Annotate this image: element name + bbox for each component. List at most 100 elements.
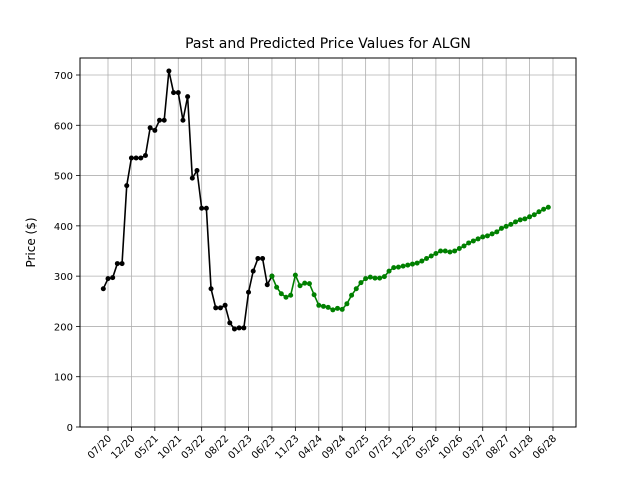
x-tick-label: 10/26 (437, 433, 465, 461)
series-1-point (339, 306, 345, 312)
x-tick-label: 12/25 (390, 433, 418, 461)
y-tick-label: 0 (67, 423, 73, 434)
series-1-point (269, 273, 275, 279)
x-tick-label: 10/21 (156, 433, 184, 461)
x-tick-label: 11/23 (273, 433, 301, 461)
series-1-point (545, 204, 551, 210)
series-1-point (377, 275, 383, 281)
series-1-point (353, 286, 359, 292)
series-1-point (363, 276, 369, 282)
series-1-point (274, 284, 280, 290)
series-1-point (424, 256, 430, 262)
series-1-point (433, 251, 439, 257)
series-1-point (306, 281, 312, 287)
series-0-point (264, 282, 270, 288)
x-tick-label: 06/23 (250, 433, 278, 461)
series-1-point (316, 302, 322, 308)
series-0-point (142, 152, 148, 158)
series-1-point (320, 303, 326, 309)
series-1-point (470, 238, 476, 244)
series-1-point (400, 263, 406, 269)
series-0-point (175, 90, 181, 96)
series-1-point (335, 305, 341, 311)
series-1-point (358, 280, 364, 286)
series-0-point (166, 68, 172, 74)
series-1-point (447, 249, 453, 255)
series-0-point (133, 155, 139, 161)
x-tick-label: 03/22 (180, 433, 208, 461)
series-0-point (189, 175, 195, 181)
series-1-point (311, 292, 317, 298)
series-1-point (494, 229, 500, 235)
x-tick-label: 04/24 (297, 433, 325, 461)
series-1-point (367, 274, 373, 280)
series-1-point (288, 292, 294, 298)
series-1-point (438, 248, 444, 254)
series-1-point (292, 272, 298, 278)
series-0-point (100, 286, 106, 292)
y-tick-label: 400 (54, 222, 73, 233)
y-axis-label: Price ($) (24, 217, 38, 267)
series-1-point (498, 225, 504, 231)
x-tick-label: 09/24 (320, 433, 348, 461)
series-1-point (405, 262, 411, 268)
series-1-point (391, 265, 397, 271)
series-1-point (517, 217, 523, 223)
series-1-point (527, 214, 533, 220)
series-1-point (395, 264, 401, 270)
x-tick-label: 02/25 (344, 433, 372, 461)
series-1-point (541, 206, 547, 212)
series-0-point (246, 289, 252, 295)
series-0-point (213, 305, 219, 311)
series-1-point (452, 248, 458, 254)
plot-frame (79, 57, 577, 428)
series-0-point (227, 320, 233, 326)
series-1-point (461, 243, 467, 249)
series-0-point (199, 205, 205, 211)
series-1-point (522, 216, 528, 222)
x-axis: 07/2012/2005/2110/2103/2208/2201/2306/23… (86, 427, 559, 462)
series-1-point (456, 245, 462, 251)
series-1-point (297, 283, 303, 289)
series-1-point (513, 219, 519, 225)
series-1-point (372, 275, 378, 281)
series-0-point (147, 125, 153, 131)
series-line-0 (102, 70, 273, 330)
series-0-point (138, 155, 144, 161)
y-tick-label: 100 (54, 373, 73, 384)
x-tick-label: 12/20 (109, 433, 137, 461)
series-1-point (480, 234, 486, 240)
series-0-point (208, 286, 214, 292)
series-0-point (110, 275, 116, 281)
y-tick-label: 700 (54, 71, 73, 82)
series-1-point (283, 294, 289, 300)
series-1-point (428, 253, 434, 259)
series-0-point (119, 261, 125, 267)
series-1-point (489, 231, 495, 237)
series-1-point (381, 274, 387, 280)
series-0-point (203, 205, 209, 211)
x-tick-label: 07/25 (367, 433, 395, 461)
x-tick-label: 06/28 (531, 433, 559, 461)
series-0-point (231, 326, 237, 332)
series-1-point (484, 233, 490, 239)
chart-title: Past and Predicted Price Values for ALGN (185, 36, 471, 52)
series-layer (100, 68, 551, 332)
series-0-point (217, 305, 223, 311)
series-0-point (222, 302, 228, 308)
series-0-point (260, 256, 266, 262)
series-0-point (236, 325, 242, 331)
series-0-point (152, 127, 158, 133)
series-0-point (157, 117, 163, 123)
y-tick-label: 500 (54, 172, 73, 183)
series-1-point (442, 248, 448, 254)
series-0-point (255, 256, 261, 262)
series-0-point (114, 261, 120, 267)
y-tick-label: 300 (54, 272, 73, 283)
series-1-point (386, 268, 392, 274)
series-0-point (161, 117, 167, 123)
y-axis: 0 100 200 300 400 500 600 700 (54, 71, 80, 434)
x-tick-label: 03/27 (461, 433, 489, 461)
grid (80, 58, 576, 428)
